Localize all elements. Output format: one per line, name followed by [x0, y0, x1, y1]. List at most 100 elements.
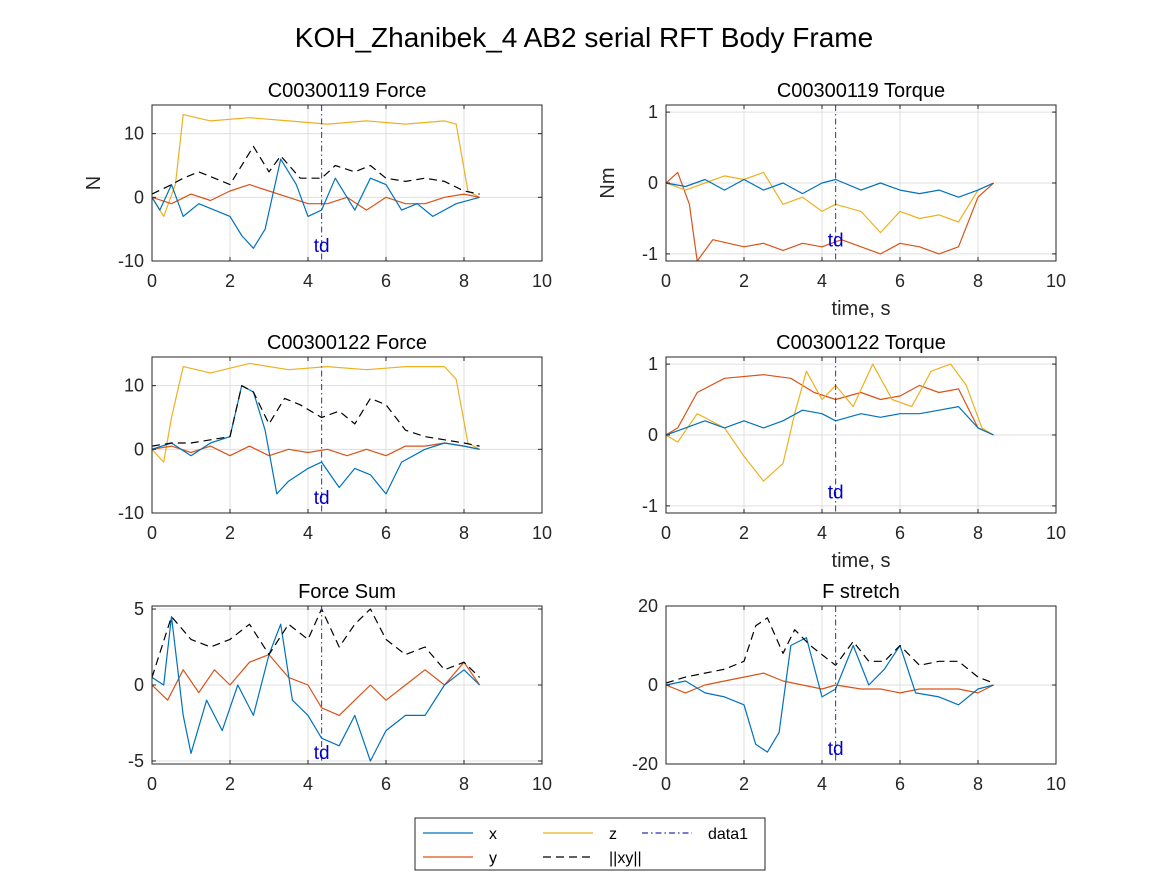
- x-tick-label: 2: [739, 271, 749, 291]
- x-tick-label: 0: [147, 774, 157, 794]
- series-line-y: [152, 654, 481, 716]
- x-tick-label: 8: [973, 774, 983, 794]
- series-group: [666, 357, 994, 513]
- x-tick-label: 2: [739, 523, 749, 543]
- x-tick-label: 0: [661, 271, 671, 291]
- series-line-z: [666, 363, 994, 482]
- subplot-title: C00300122 Force: [267, 332, 427, 354]
- series-line-y: [666, 171, 995, 261]
- x-tick-label: 10: [532, 523, 552, 543]
- series-line-x: [666, 637, 994, 753]
- td-label: td: [828, 483, 844, 504]
- legend: xy z ||xy|| data1: [414, 817, 766, 871]
- y-tick-label: -5: [128, 751, 144, 771]
- series-group: [152, 606, 481, 764]
- x-tick-label: 0: [661, 774, 671, 794]
- figure-title: KOH_Zhanibek_4 AB2 serial RFT Body Frame: [295, 22, 873, 53]
- legend-label-data1: data1: [708, 826, 748, 843]
- series-line-xy: [152, 145, 480, 195]
- y-tick-label: 10: [124, 376, 144, 396]
- x-tick-label: 2: [225, 774, 235, 794]
- subplot-title: C00300122 Torque: [776, 332, 946, 354]
- series-group: [666, 105, 995, 261]
- x-tick-label: 0: [661, 523, 671, 543]
- x-tick-label: 6: [895, 774, 905, 794]
- y-tick-label: 1: [648, 354, 658, 374]
- y-tick-label: 0: [648, 425, 658, 445]
- series-group: [152, 105, 480, 261]
- x-tick-label: 4: [817, 523, 827, 543]
- legend-label-xy: ||xy||: [609, 850, 642, 867]
- series-line-x: [152, 385, 480, 495]
- subplot-title: C00300119 Torque: [777, 80, 945, 102]
- axes-box: [151, 356, 543, 514]
- plot-area: [152, 357, 542, 513]
- series-line-z: [152, 362, 480, 463]
- series-line-y: [666, 672, 994, 694]
- x-tick-label: 8: [973, 523, 983, 543]
- legend-box: [414, 817, 766, 871]
- x-tick-label: 10: [1046, 774, 1066, 794]
- x-tick-label: 0: [147, 523, 157, 543]
- td-label: td: [828, 739, 844, 760]
- x-tick-label: 8: [459, 523, 469, 543]
- y-tick-label: 10: [124, 124, 144, 144]
- td-label: td: [314, 236, 330, 257]
- legend-label-x: x: [489, 826, 497, 843]
- y-tick-label: 0: [648, 173, 658, 193]
- series-line-xy: [666, 617, 994, 684]
- x-tick-label: 6: [381, 774, 391, 794]
- series-line-x: [666, 178, 994, 198]
- x-tick-label: 6: [381, 523, 391, 543]
- td-label: td: [828, 231, 844, 252]
- series-line-x: [152, 616, 481, 762]
- series-line-y: [152, 184, 480, 211]
- legend-label-z: z: [609, 826, 617, 843]
- y-tick-label: -20: [632, 754, 658, 774]
- y-tick-label: 5: [134, 599, 144, 619]
- x-tick-label: 6: [381, 271, 391, 291]
- x-tick-label: 10: [532, 271, 552, 291]
- y-tick-label: 0: [648, 675, 658, 695]
- x-tick-label: 2: [739, 774, 749, 794]
- y-tick-label: -10: [118, 503, 144, 523]
- x-tick-label: 4: [303, 774, 313, 794]
- y-tick-label: -1: [642, 496, 658, 516]
- subplot-title: C00300119 Force: [268, 80, 427, 102]
- series-line-x: [152, 158, 480, 249]
- series-line-y: [152, 442, 480, 457]
- series-line-z: [152, 114, 480, 217]
- x-tick-label: 8: [459, 271, 469, 291]
- y-tick-label: 0: [134, 439, 144, 459]
- series-line-z: [666, 171, 994, 234]
- y-tick-label: -1: [642, 244, 658, 264]
- x-tick-label: 2: [225, 271, 235, 291]
- x-tick-label: 2: [225, 523, 235, 543]
- x-tick-label: 0: [147, 271, 157, 291]
- y-tick-label: 1: [648, 102, 658, 122]
- axes-box: [151, 104, 543, 262]
- series-line-xy: [152, 385, 480, 447]
- x-tick-label: 10: [1046, 523, 1066, 543]
- x-tick-label: 10: [1046, 271, 1066, 291]
- td-label: td: [314, 743, 330, 764]
- x-axis-label: time, s: [832, 298, 891, 320]
- series-group: [152, 357, 480, 513]
- subplot-title: F stretch: [822, 581, 900, 603]
- legend-label-y: y: [489, 850, 497, 867]
- plot-area: [152, 105, 542, 261]
- y-tick-label: 0: [134, 187, 144, 207]
- x-tick-label: 4: [303, 523, 313, 543]
- td-label: td: [314, 488, 330, 509]
- x-tick-label: 4: [817, 774, 827, 794]
- x-tick-label: 8: [459, 774, 469, 794]
- x-tick-label: 6: [895, 271, 905, 291]
- series-group: [666, 606, 994, 764]
- subplot-title: Force Sum: [298, 581, 396, 603]
